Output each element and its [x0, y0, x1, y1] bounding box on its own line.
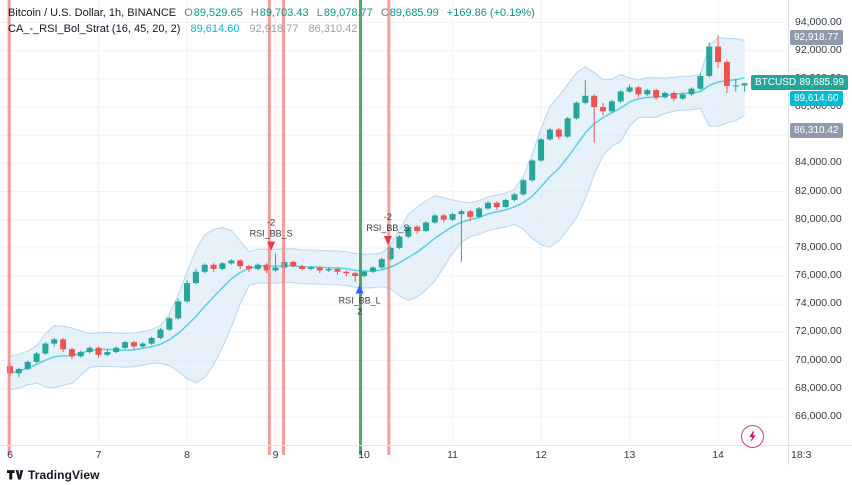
symbol-title[interactable]: Bitcoin / U.S. Dollar, 1h, BINANCE [8, 7, 177, 19]
price-tick: 76,000.00 [795, 269, 842, 281]
indicator-upper-value: 92,918.77 [249, 23, 299, 35]
time-tick: 10 [358, 449, 370, 461]
svg-text:RSI_BB_L: RSI_BB_L [339, 295, 381, 305]
indicator-lower-value: 86,310.42 [308, 23, 358, 35]
time-tick: 14 [712, 449, 724, 461]
chart-canvas[interactable]: RSI_BB_S-2RSI_BB_L2RSI_BB_S-2 [0, 0, 852, 465]
ohlc-close-value: 89,685.99 [389, 7, 439, 19]
indicator-title[interactable]: CA_-_RSI_Bol_Strat (16, 45, 20, 2) [8, 23, 181, 35]
legend: Bitcoin / U.S. Dollar, 1h, BINANCE O89,5… [8, 5, 535, 37]
price-change: +169.86 (+0.19%) [446, 7, 535, 19]
ohlc-open-value: 89,529.65 [193, 7, 243, 19]
price-tick: 66,000.00 [795, 409, 842, 422]
legend-indicator-row[interactable]: CA_-_RSI_Bol_Strat (16, 45, 20, 2) 89,61… [8, 21, 535, 37]
svg-text:2: 2 [357, 306, 362, 316]
signal-markers: RSI_BB_S-2RSI_BB_L2RSI_BB_S-2 [250, 212, 410, 316]
time-tick: 12 [535, 449, 547, 461]
footer: TradingView [7, 468, 100, 482]
time-tick: 9 [272, 449, 279, 461]
lightning-bolt-icon [749, 431, 756, 442]
price-tick: 90,000.00 [795, 71, 842, 84]
price-tick: 74,000.00 [795, 297, 842, 310]
svg-text:-2: -2 [267, 218, 275, 228]
ohlc-close-label: C [380, 7, 389, 19]
tradingview-logo-icon[interactable] [7, 469, 23, 481]
bollinger-band [9, 37, 745, 391]
price-axis[interactable]: 94,000.00 92,000.00 90,000.00 88,000.00 86,0… [789, 0, 852, 445]
ohlc-high-value: 89,703.43 [259, 7, 309, 19]
time-tick: 11 [447, 449, 458, 461]
time-tick: 6 [7, 449, 13, 461]
indicator-basis-value: 89,614.60 [190, 23, 240, 35]
ohlc-high-label: H [250, 7, 259, 19]
price-tick: 84,000.00 [795, 156, 842, 169]
price-tick: 78,000.00 [795, 240, 842, 253]
time-tick: 13 [623, 449, 636, 461]
svg-text:RSI_BB_S: RSI_BB_S [366, 223, 409, 233]
price-tick: 82,000.00 [795, 184, 842, 197]
svg-text:-2: -2 [384, 212, 392, 222]
price-tick: 72,000.00 [795, 325, 842, 338]
price-tick: 68,000.00 [795, 381, 842, 394]
time-tick: 8 [184, 449, 190, 461]
price-tick: 70,000.00 [795, 353, 842, 366]
time-tick: 7 [95, 449, 102, 461]
price-tick: 88,000.00 [795, 100, 842, 113]
ohlc-low-label: L [316, 7, 323, 19]
price-tick: 94,000.00 [795, 15, 842, 28]
time-axis-current: 18:3 [791, 449, 812, 461]
flash-icon[interactable] [741, 425, 764, 448]
svg-text:RSI_BB_S: RSI_BB_S [250, 229, 293, 239]
chart-pane[interactable] [0, 0, 788, 445]
candles [7, 35, 748, 378]
tradingview-brand[interactable]: TradingView [28, 468, 100, 482]
price-tick: 92,000.00 [795, 43, 842, 56]
ohlc-open-label: O [184, 7, 193, 19]
grid [0, 0, 788, 445]
ohlc-low-value: 89,078.77 [323, 7, 373, 19]
strategy-vertical-lines [7, 0, 391, 455]
price-tick: 86,000.00 [795, 128, 842, 141]
time-axis[interactable]: 6 7 8 9 10 11 12 13 14 18:3 [0, 445, 852, 465]
price-tick: 80,000.00 [795, 212, 842, 225]
legend-symbol-row[interactable]: Bitcoin / U.S. Dollar, 1h, BINANCE O89,5… [8, 5, 535, 21]
